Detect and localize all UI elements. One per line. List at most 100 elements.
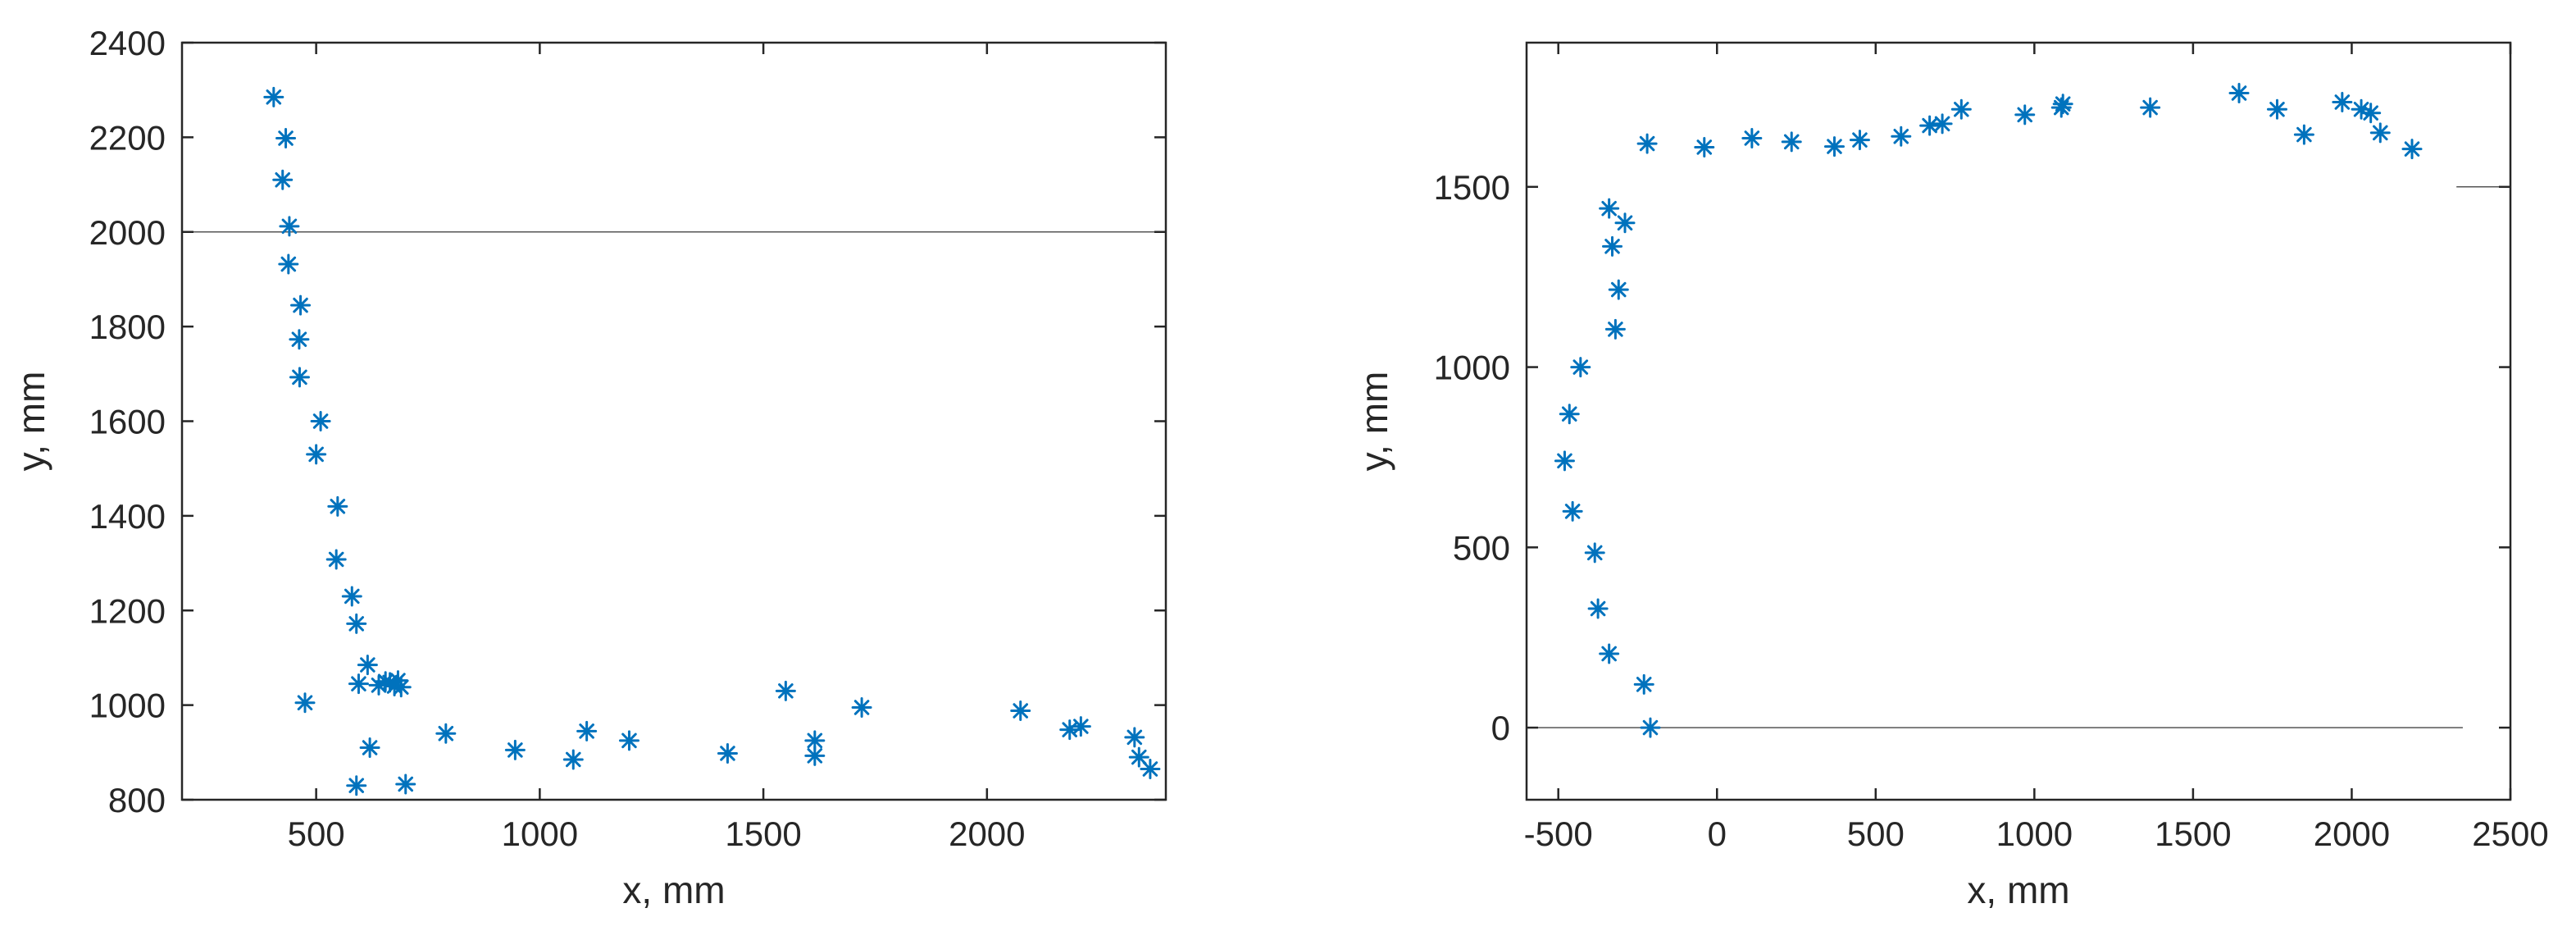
y-tick-label: 800 [108,781,166,819]
data-point [1950,98,1972,120]
y-tick-label: 0 [1491,709,1510,747]
data-point [2401,139,2423,160]
data-point [1599,198,1620,219]
data-point [278,253,299,275]
x-tick-label: 2500 [2472,815,2548,853]
x-tick-label: 1500 [725,815,801,853]
data-point [1554,450,1575,472]
data-point [504,739,526,760]
data-point [279,216,300,237]
data-point [348,673,369,695]
data-point [387,670,408,691]
x-tick-label: 1000 [1996,815,2073,853]
x-tick-label: 2000 [949,815,1025,853]
data-point [357,655,378,676]
data-point [1614,212,1636,234]
data-point [1633,673,1654,695]
x-tick-label: 0 [1708,815,1727,853]
y-tick-label: 2000 [89,213,166,252]
right-chart: -500 0 500 1000 1500 2000 2500 0 500 1000 1500 x, m… [1353,41,2549,911]
data-point [1140,759,1161,780]
data-point [290,294,312,316]
data-point [1559,404,1580,425]
data-point [346,613,367,634]
data-point [2332,92,2353,113]
data-point [289,329,310,350]
data-point [275,128,297,149]
data-point [1640,717,1661,738]
y-tick-label: 1500 [1434,168,1510,207]
data-point [2052,94,2073,115]
data-point [1587,598,1609,619]
x-tick-label: 500 [288,815,345,853]
data-point [1891,125,1912,147]
y-tick-label: 500 [1453,528,1510,567]
data-point [327,495,348,517]
left-chart: 500 1000 1500 2000 800 1000 1200 1400 1600 1800 20… [10,24,1167,911]
x-tick-label: 2000 [2314,815,2390,853]
data-point [1602,235,1623,257]
data-point [1562,500,1583,522]
y-axis-label: y, mm [10,372,52,472]
data-point [804,745,826,766]
data-point [341,586,362,607]
data-point [1932,113,1953,135]
data-point [1584,542,1605,564]
data-point [435,723,457,744]
data-point [390,677,412,698]
data-point [263,86,284,107]
data-point [2266,98,2287,120]
data-point [1919,115,1941,136]
data-point [325,549,347,570]
x-axis-label: x, mm [1967,869,2069,911]
x-tick-label: 500 [1847,815,1905,853]
data-point [562,749,584,770]
data-point [310,411,331,431]
data-point [1694,136,1715,157]
data-point [775,680,796,701]
y-tick-label: 2200 [89,118,166,157]
data-point [1608,279,1629,300]
y-tick-label: 1600 [89,403,166,441]
data-point [306,444,327,465]
data-point [1781,131,1802,153]
y-tick-label: 1400 [89,497,166,536]
data-point [2014,104,2036,125]
data-point [2293,124,2314,145]
data-point [1636,133,1658,154]
x-tick-label: -500 [1524,815,1593,853]
data-point [1741,127,1763,148]
y-tick-label: 1000 [89,687,166,725]
data-point [289,367,310,388]
data-point [618,730,639,751]
data-point [346,775,367,796]
data-point [395,773,416,795]
data-point [2140,97,2161,118]
x-tick-label: 1000 [502,815,578,853]
y-tick-label: 2400 [89,24,166,62]
data-point [1849,130,1870,151]
plot-frame [1525,41,2512,801]
data-point [1010,700,1031,722]
data-point [2228,83,2250,104]
data-point [576,720,598,742]
data-point [1604,318,1626,340]
x-axis-label: x, mm [622,869,725,911]
y-axis-label: y, mm [1353,372,1395,472]
data-point [1124,727,1145,748]
data-point [2360,103,2382,124]
data-point [1599,643,1620,664]
y-tick-label: 1200 [89,591,166,630]
data-point [1128,746,1149,768]
data-point [1070,716,1091,737]
y-tick-label: 1800 [89,308,166,346]
data-point [1570,357,1591,378]
data-point [272,169,294,190]
data-point [359,737,380,759]
data-point [294,692,316,714]
data-point [1823,136,1845,157]
x-tick-label: 1500 [2155,815,2231,853]
data-point [2369,122,2391,144]
data-point [717,742,738,764]
